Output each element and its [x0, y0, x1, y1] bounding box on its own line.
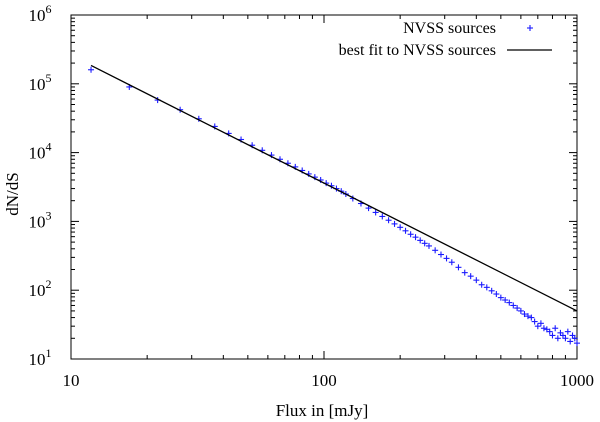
plot-border: [70, 14, 578, 360]
data-point: [478, 281, 485, 288]
y-tick-base: 10: [29, 75, 46, 94]
data-point: [432, 247, 439, 254]
y-tick-label: 102: [29, 277, 52, 300]
data-point: [534, 323, 541, 330]
y-tick-exponent: 3: [46, 208, 52, 222]
y-tick-exponent: 2: [46, 277, 52, 291]
data-point: [502, 297, 509, 304]
y-tick-label: 101: [29, 346, 52, 369]
y-tick-label: 103: [29, 208, 52, 231]
data-point: [537, 320, 544, 327]
data-point: [562, 335, 569, 342]
data-point: [524, 313, 531, 320]
y-tick-base: 10: [29, 281, 46, 300]
plot-frame: [70, 14, 578, 360]
data-point: [567, 338, 574, 345]
legend: NVSS sources best fit to NVSS sources: [339, 20, 552, 59]
data-point: [571, 335, 578, 342]
data-point: [391, 220, 398, 227]
legend-label: NVSS sources: [403, 20, 496, 37]
y-tick-base: 10: [29, 350, 46, 369]
data-point: [514, 305, 521, 312]
data-point: [521, 311, 528, 318]
data-point: [372, 209, 379, 216]
data-point: [385, 217, 392, 224]
data-point: [407, 231, 414, 238]
y-tick-base: 10: [29, 6, 46, 25]
data-point: [552, 325, 559, 332]
data-point: [88, 66, 95, 73]
data-point: [540, 325, 547, 332]
data-point: [437, 251, 444, 258]
data-point: [574, 340, 580, 347]
fit-line: [90, 64, 578, 312]
y-tick-exponent: 6: [46, 2, 52, 16]
y-tick-base: 10: [29, 212, 46, 231]
data-point: [421, 240, 428, 247]
data-point: [517, 307, 524, 314]
data-point: [412, 234, 419, 241]
data-point: [497, 294, 504, 301]
data-point: [473, 277, 480, 284]
data-point: [448, 259, 455, 266]
y-axis-title: dN/dS: [3, 172, 22, 215]
data-point: [506, 299, 513, 306]
data-point: [379, 213, 386, 220]
y-tick-label: 105: [29, 71, 52, 94]
data-point: [531, 318, 538, 325]
x-axis-title: Flux in [mJy]: [276, 401, 369, 420]
data-point: [546, 328, 553, 335]
data-point: [483, 284, 490, 291]
data-point: [455, 264, 462, 271]
y-tick-label: 106: [29, 2, 52, 25]
y-tick-exponent: 4: [46, 140, 52, 154]
data-point: [488, 287, 495, 294]
series-layer: [88, 64, 580, 347]
points-series: [88, 66, 580, 347]
y-tick-label: 104: [29, 140, 52, 163]
data-point: [461, 269, 468, 276]
data-point: [528, 314, 535, 321]
data-point: [510, 302, 517, 309]
data-point: [417, 237, 424, 244]
y-tick-exponent: 1: [46, 346, 52, 360]
x-axis: 10 100 1000: [63, 15, 594, 390]
data-point: [402, 227, 409, 234]
data-point: [493, 291, 500, 298]
x-tick-label: 100: [311, 371, 337, 390]
data-point: [467, 273, 474, 280]
y-tick-base: 10: [29, 144, 46, 163]
y-tick-exponent: 5: [46, 71, 52, 85]
data-point: [425, 242, 432, 249]
x-tick-label: 10: [63, 371, 80, 390]
data-point: [564, 328, 571, 335]
data-point: [554, 335, 561, 342]
data-point: [397, 224, 404, 231]
data-point: [549, 332, 556, 339]
x-tick-label: 1000: [560, 371, 594, 390]
legend-label: best fit to NVSS sources: [339, 42, 496, 59]
data-point: [443, 255, 450, 262]
